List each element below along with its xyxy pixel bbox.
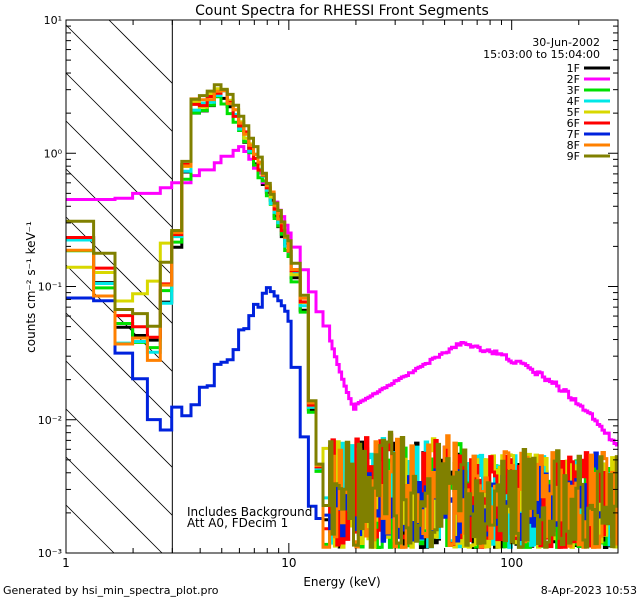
hatched-region [65, 19, 173, 554]
y-tick-label: 10⁻³ [38, 547, 62, 560]
x-tick-label: 1 [62, 556, 70, 570]
x-tick-label: 10 [281, 556, 296, 570]
legend-label-5F: 5F [567, 106, 580, 119]
footer-timestamp: 8-Apr-2023 10:53 [541, 584, 637, 597]
legend-label-4F: 4F [567, 95, 580, 108]
y-tick-label: 10⁻² [38, 414, 62, 427]
annotation-background: Includes Background [187, 505, 312, 519]
x-axis-label: Energy (keV) [303, 575, 380, 589]
y-tick-label: 10⁻¹ [38, 281, 62, 294]
chart-title: Count Spectra for RHESSI Front Segments [195, 3, 489, 19]
axes: 1 10 100 10⁻³ 10⁻² 10⁻¹ 10⁰ 10¹ [38, 14, 619, 570]
legend-label-2F: 2F [567, 73, 580, 86]
legend-label-1F: 1F [567, 62, 580, 75]
legend-label-7F: 7F [567, 128, 580, 141]
legend-label-3F: 3F [567, 84, 580, 97]
time-range-label: 15:03:00 to 15:04:00 [483, 48, 600, 61]
footer-generated-by: Generated by hsi_min_spectra_plot.pro [3, 584, 219, 597]
y-tick-label: 10¹ [44, 14, 62, 27]
annotation-attenuator: Att A0, FDecim 1 [187, 516, 288, 530]
legend-label-9F: 9F [567, 150, 580, 163]
x-tick-label: 100 [500, 556, 523, 570]
date-label: 30-Jun-2002 [532, 36, 600, 49]
legend-label-6F: 6F [567, 117, 580, 130]
series-group [66, 83, 618, 549]
series-line-2F [66, 145, 618, 447]
y-tick-label: 10⁰ [44, 147, 63, 160]
series-line-9F [66, 83, 618, 549]
hatch-lines [65, 19, 173, 554]
legend-label-8F: 8F [567, 139, 580, 152]
y-axis-label: counts cm⁻² s⁻¹ keV⁻¹ [24, 221, 38, 353]
